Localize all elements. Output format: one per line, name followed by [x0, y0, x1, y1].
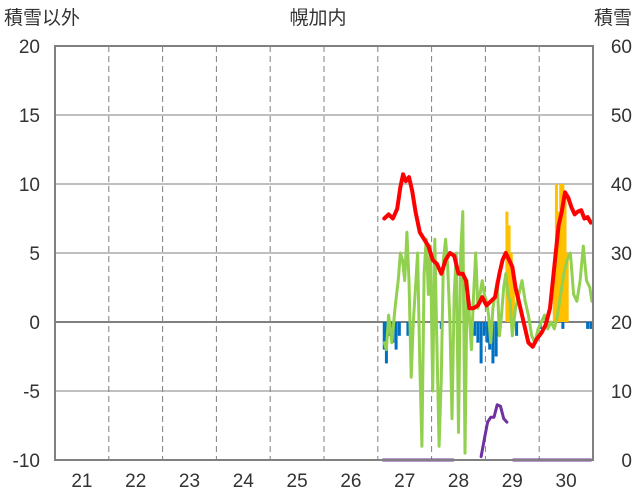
blue-bar: [561, 322, 565, 329]
right-axis-label: 積雪: [594, 7, 632, 29]
grid: [55, 46, 593, 460]
orange-bar: [557, 211, 561, 322]
x-tick-label: 26: [340, 471, 361, 492]
orange-bar: [561, 184, 565, 322]
blue-bar: [479, 322, 483, 364]
y-right-tick-label: 40: [611, 175, 632, 196]
y-left-tick-label: 15: [19, 106, 40, 127]
blue-bar: [486, 322, 490, 343]
y-right-tick-label: 30: [611, 244, 632, 265]
blue-bar: [482, 322, 486, 336]
y-right-tick-label: 60: [611, 37, 632, 58]
x-tick-label: 23: [179, 471, 200, 492]
orange-bar: [552, 280, 556, 322]
x-tick-label: 28: [448, 471, 469, 492]
y-left-tick-label: -10: [13, 451, 40, 472]
y-right-tick-label: 50: [611, 106, 632, 127]
x-tick-label: 29: [502, 471, 523, 492]
blue-bar: [515, 322, 519, 336]
orange-bar: [507, 225, 511, 322]
orange-bar: [565, 253, 569, 322]
y-right-tick-label: 20: [611, 313, 632, 334]
y-left-tick-label: 10: [19, 175, 40, 196]
x-tick-label: 25: [287, 471, 308, 492]
blue-bar: [473, 322, 477, 336]
blue-bar: [397, 322, 401, 336]
blue-bar: [494, 322, 498, 357]
y-left-tick-label: 0: [29, 313, 40, 334]
blue-bar: [476, 322, 480, 343]
chart-title: 幌加内: [289, 7, 346, 29]
blue-bar: [586, 322, 590, 329]
x-tick-label: 27: [394, 471, 415, 492]
x-tick-label: 30: [556, 471, 577, 492]
y-right-tick-label: 0: [621, 451, 632, 472]
orange-bar: [509, 253, 513, 322]
blue-bar: [394, 322, 398, 350]
green-series-line: [382, 210, 594, 455]
y-left-tick-label: 20: [19, 37, 40, 58]
y-left-tick-label: 5: [29, 244, 40, 265]
x-tick-label: 22: [125, 471, 146, 492]
y-right-tick-label: 10: [611, 382, 632, 403]
orange-bar: [505, 211, 509, 322]
tick-labels: 20 60 15 50 10 40 5 30 0 20 -5 10 -10 0 21 22 23 24 25 26 27…: [13, 37, 632, 492]
orange-bar: [511, 280, 515, 322]
left-axis-label: 積雪以外: [4, 7, 80, 29]
blue-bar: [589, 322, 593, 329]
blue-bar: [491, 322, 495, 364]
orange-bar: [563, 197, 567, 322]
plot-frame: [54, 45, 594, 461]
blue-bar: [382, 322, 386, 350]
orange-bar: [559, 184, 563, 322]
y-left-tick-label: -5: [23, 382, 40, 403]
purple-series-line: [479, 403, 509, 459]
x-tick-label: 24: [233, 471, 255, 492]
blue-bar: [406, 322, 410, 336]
x-tick-label: 21: [71, 471, 92, 492]
red-series-line: [382, 172, 593, 349]
